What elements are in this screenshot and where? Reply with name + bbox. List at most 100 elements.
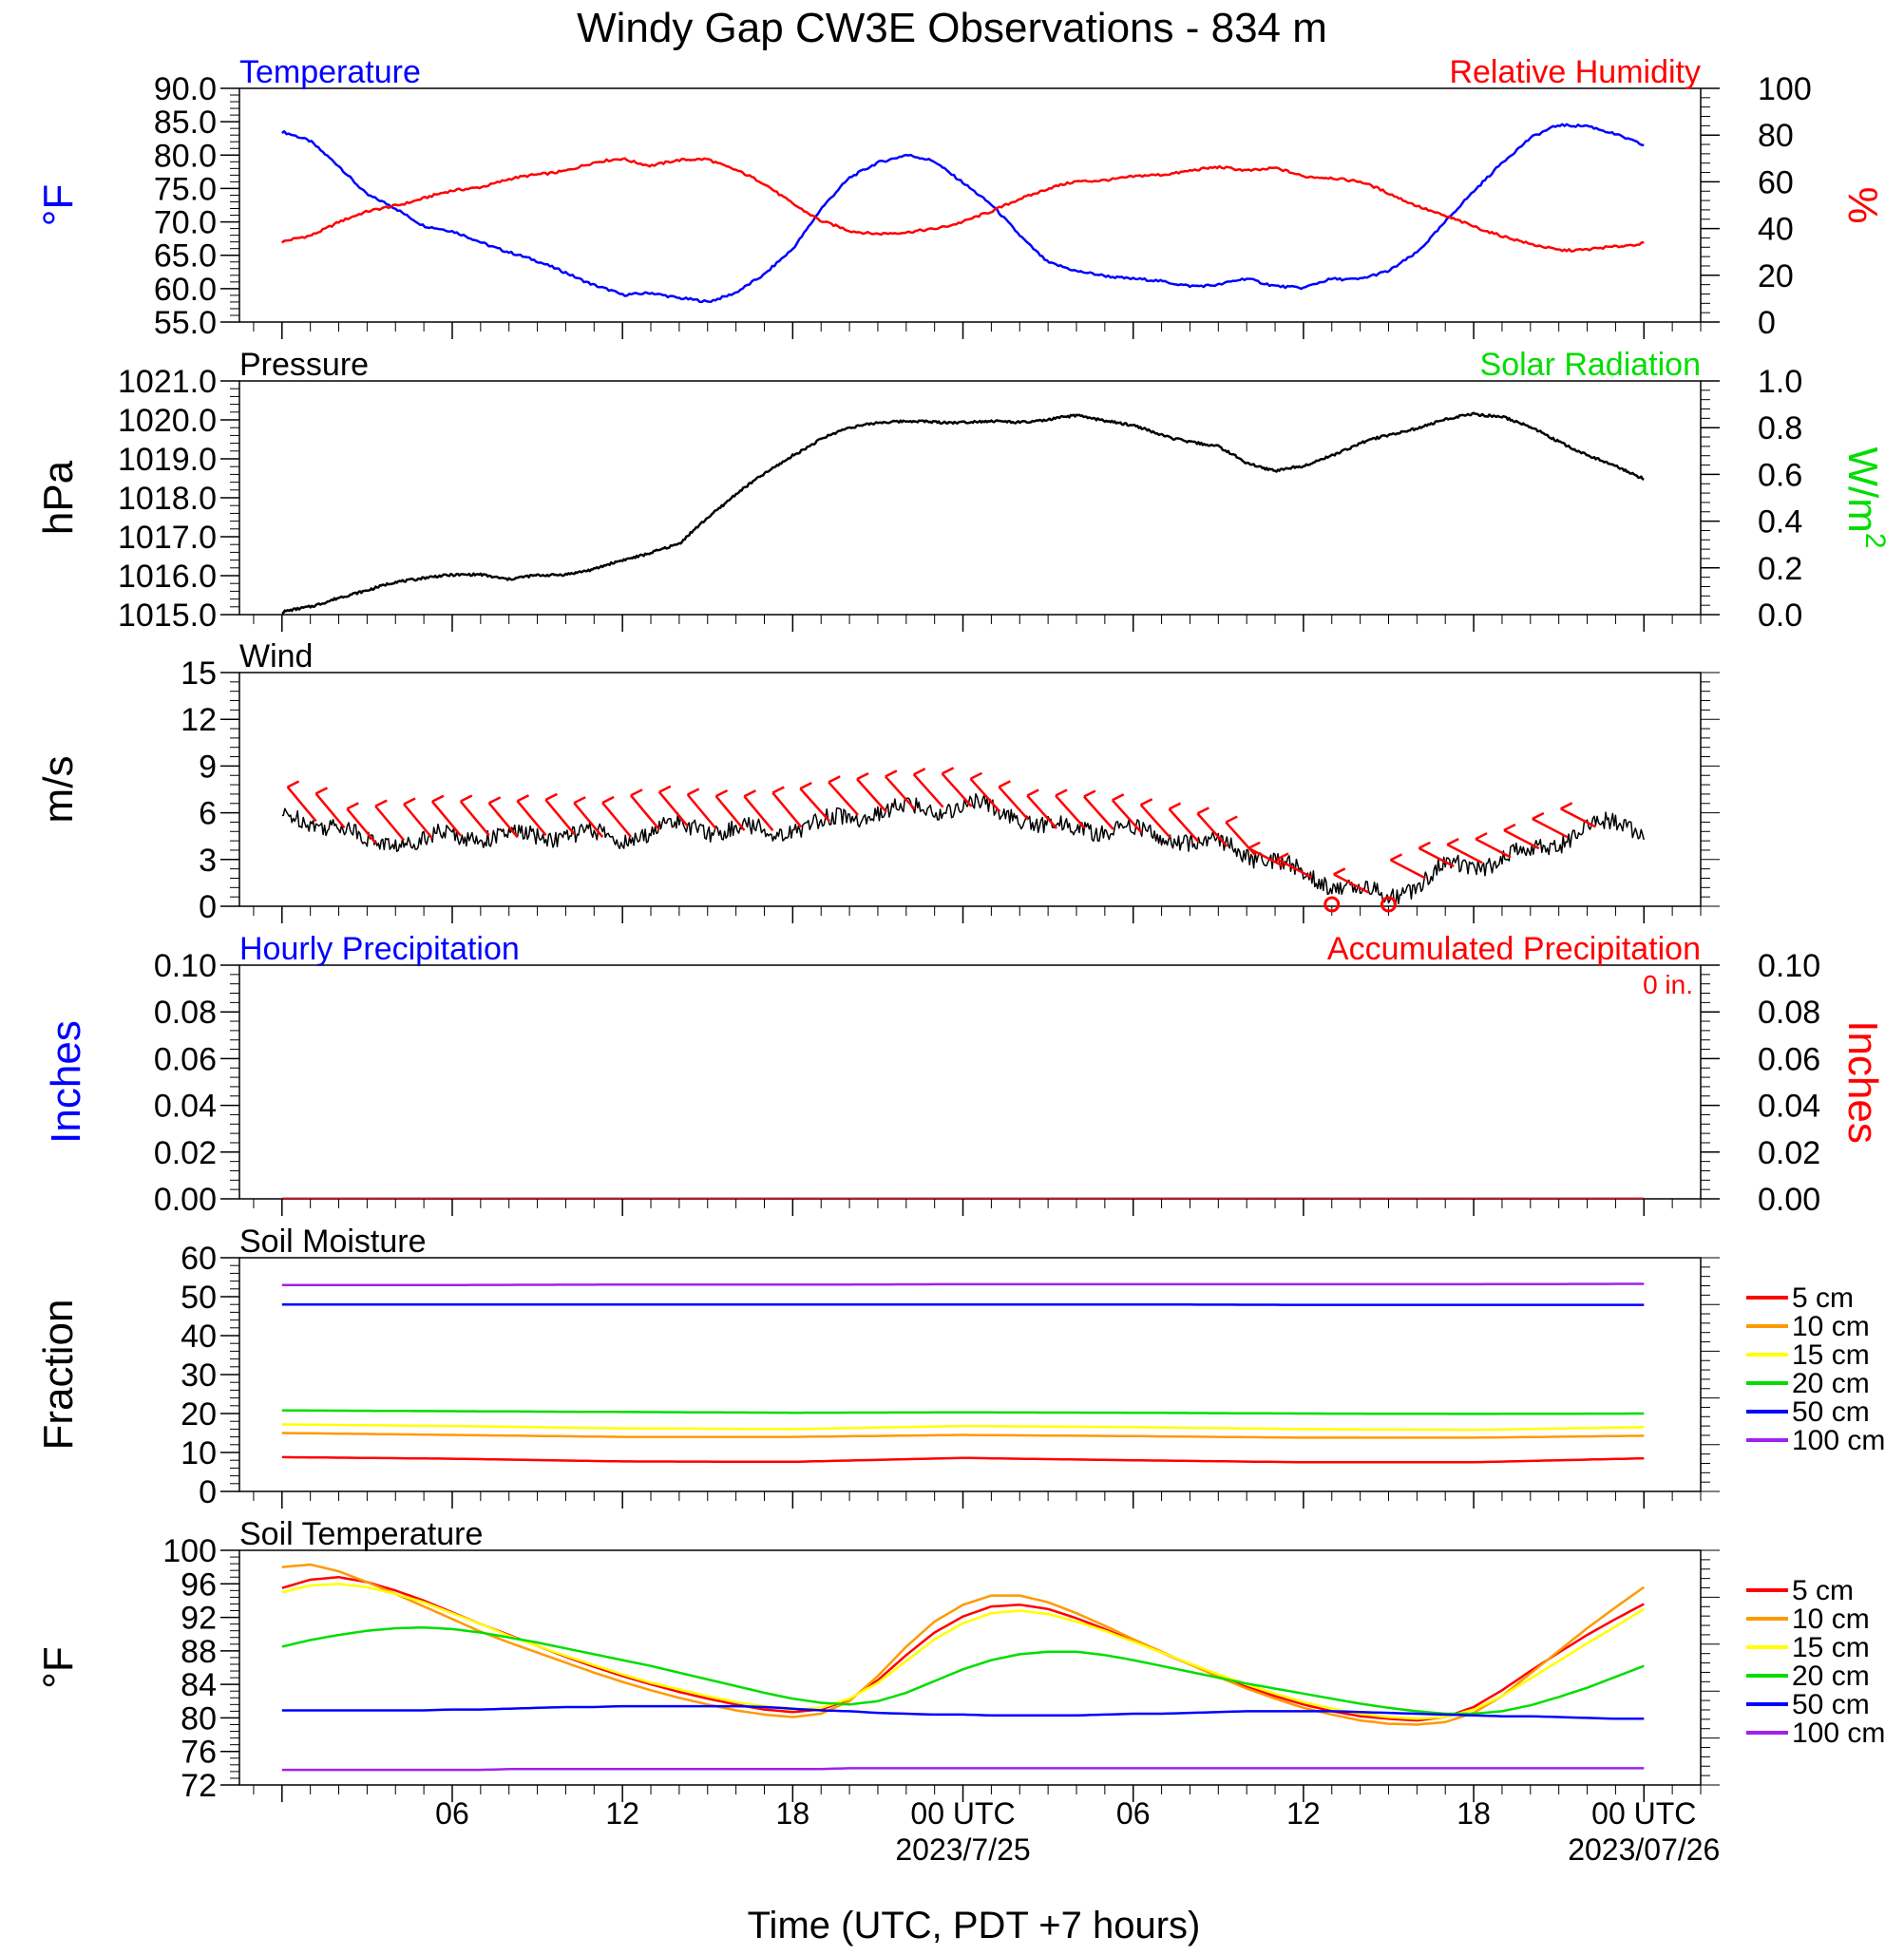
x-tick-label: 00 UTC xyxy=(910,1796,1015,1831)
series-line xyxy=(281,1575,1645,1722)
y-right-tick-label: 0.0 xyxy=(1758,598,1802,634)
wind-barb-flag xyxy=(1083,789,1096,798)
y-tick-label: 12 xyxy=(181,702,217,738)
wind-barb xyxy=(714,795,746,831)
y-tick-label: 70.0 xyxy=(154,205,217,241)
panel-1: 90.085.080.075.070.065.060.055.0 100 80 60 4… xyxy=(35,54,1886,341)
panel-title-left: Soil Moisture xyxy=(239,1224,427,1260)
panel-title-left: Soil Temperature xyxy=(239,1516,483,1552)
x-date-label: 2023/07/26 xyxy=(1568,1832,1720,1867)
wind-barb-flag xyxy=(1333,867,1346,876)
wind-barb-flag xyxy=(573,796,586,805)
legend-label: 5 cm xyxy=(1792,1282,1854,1314)
wind-barb xyxy=(828,781,859,816)
wind-barb-flag xyxy=(1112,793,1125,802)
figure-title: Windy Gap CW3E Observations - 834 m xyxy=(577,5,1327,51)
wind-barb-flag xyxy=(346,802,359,810)
wind-barb-flag xyxy=(403,797,416,806)
y-tick-label: 50 xyxy=(181,1280,217,1316)
y-tick-label: 0 xyxy=(199,889,217,925)
wind-barb xyxy=(1333,873,1370,894)
wind-barb xyxy=(286,786,317,823)
series-line xyxy=(280,157,1645,253)
wind-barb xyxy=(1446,843,1483,864)
x-tick-label: 12 xyxy=(605,1796,639,1831)
y-tick-label: 100 xyxy=(162,1533,217,1569)
y-tick-label: 0.06 xyxy=(154,1041,217,1077)
wind-barb xyxy=(743,795,774,832)
y-tick-label: 20 xyxy=(181,1396,217,1433)
wind-barb-flag xyxy=(828,775,841,784)
panel-title-right: Solar Radiation xyxy=(1480,347,1701,383)
series-line xyxy=(281,1423,1645,1432)
y-right-tick-label: 40 xyxy=(1758,212,1794,248)
y-tick-label: 30 xyxy=(181,1357,217,1394)
series-line xyxy=(281,1625,1645,1716)
y-tick-label: 0.08 xyxy=(154,995,217,1031)
y-tick-label: 0.10 xyxy=(154,948,217,984)
wind-barb-flag xyxy=(885,769,898,778)
y-tick-label: 0.00 xyxy=(154,1182,217,1218)
wind-barb xyxy=(516,800,547,837)
wind-barb xyxy=(374,805,406,842)
panel-title-right: Relative Humidity xyxy=(1449,54,1701,90)
y-axis-label-right: W/m2 xyxy=(1839,446,1891,548)
y-right-tick-label: 0.02 xyxy=(1758,1135,1820,1171)
wind-barb xyxy=(314,792,346,829)
plot-frame xyxy=(238,1549,1702,1786)
wind-barb-flag xyxy=(1026,788,1039,797)
series-line xyxy=(281,411,1645,615)
wind-barb xyxy=(856,778,887,813)
legend-label: 50 cm xyxy=(1792,1689,1870,1720)
wind-barb xyxy=(544,799,576,835)
legend-label: 50 cm xyxy=(1792,1396,1870,1428)
wind-barb-flag xyxy=(1276,852,1289,861)
traces xyxy=(281,411,1645,615)
wind-barb-flag xyxy=(998,780,1011,788)
wind-barb-flag xyxy=(601,795,615,805)
y-right-tick-label: 100 xyxy=(1758,71,1812,107)
wind-barb-flag xyxy=(544,792,558,802)
panel-annotation: 0 in. xyxy=(1643,970,1693,999)
legend-label: 100 cm xyxy=(1792,1718,1885,1749)
wind-barb xyxy=(771,791,803,828)
panel-title-right: Accumulated Precipitation xyxy=(1327,931,1701,967)
y-tick-label: 10 xyxy=(181,1435,217,1471)
y-tick-label: 1015.0 xyxy=(118,598,217,634)
panel-title-left: Hourly Precipitation xyxy=(239,931,520,967)
wind-barb-flag xyxy=(1560,802,1573,810)
traces xyxy=(281,1282,1645,1464)
panel-title-left: Wind xyxy=(239,638,313,674)
y-tick-label: 1016.0 xyxy=(118,559,217,595)
x-tick-label: 06 xyxy=(1116,1796,1151,1831)
legend-label: 10 cm xyxy=(1792,1311,1870,1342)
plot-frame xyxy=(238,672,1702,907)
y-right-tick-label: 20 xyxy=(1758,258,1794,294)
wind-barb xyxy=(573,802,604,838)
wind-barb xyxy=(1168,807,1200,843)
series-line xyxy=(281,1767,1645,1772)
wind-barb xyxy=(1055,794,1086,829)
x-tick-label: 06 xyxy=(435,1796,469,1831)
wind-barb-flag xyxy=(1168,802,1182,810)
wind-barb-flag xyxy=(1389,853,1403,862)
y-right-tick-label: 0.00 xyxy=(1758,1182,1820,1218)
y-tick-label: 1020.0 xyxy=(118,403,217,439)
y-right-tick-label: 0.04 xyxy=(1758,1089,1820,1125)
wind-barb-flag xyxy=(630,788,643,797)
y-tick-label: 80 xyxy=(181,1700,217,1737)
y-right-tick-label: 1.0 xyxy=(1758,364,1802,400)
series-line xyxy=(281,1282,1645,1286)
wind-barb-flag xyxy=(1475,832,1488,841)
y-tick-label: 96 xyxy=(181,1566,217,1603)
traces xyxy=(281,1563,1646,1772)
y-tick-label: 9 xyxy=(199,749,217,785)
y-tick-label: 80.0 xyxy=(154,138,217,174)
wind-barb xyxy=(1196,812,1228,847)
y-axis-label: m/s xyxy=(35,756,82,824)
y-tick-label: 92 xyxy=(181,1601,217,1637)
y-tick-label: 85.0 xyxy=(154,104,217,141)
plot-frame xyxy=(238,87,1702,323)
